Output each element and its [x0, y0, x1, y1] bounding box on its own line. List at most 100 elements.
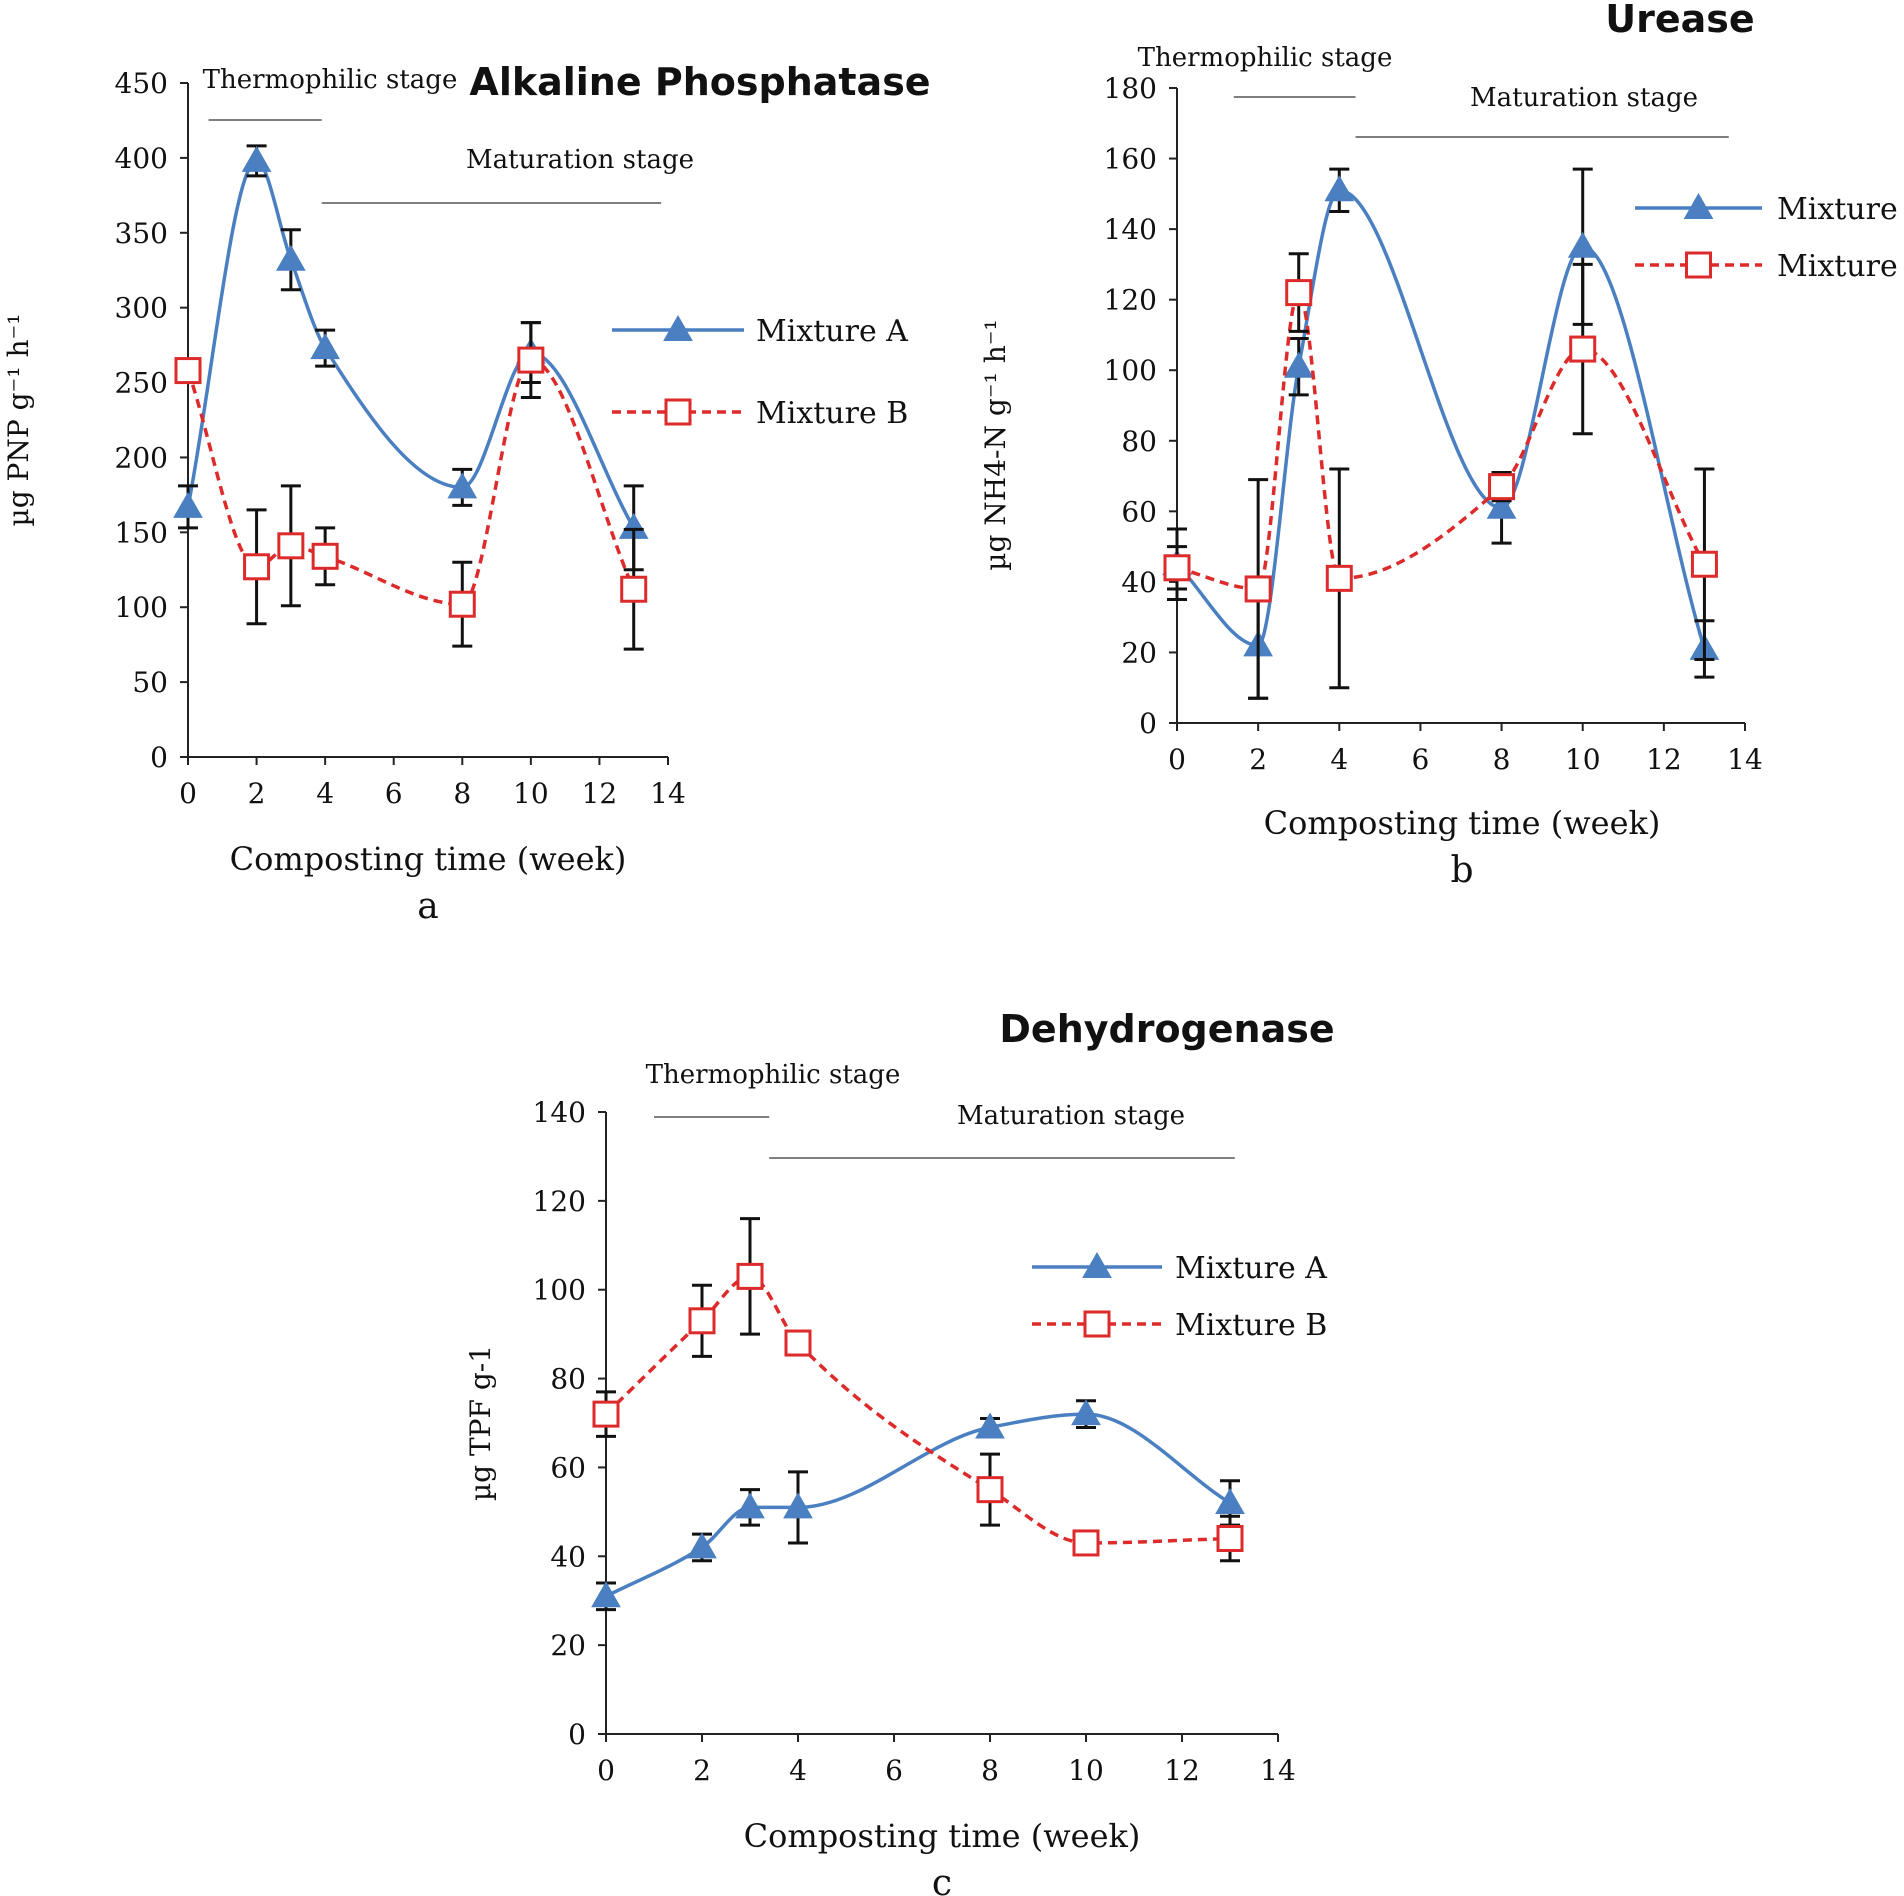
y-tick-label: 100: [533, 1274, 586, 1307]
data-point: [241, 145, 272, 172]
data-point: [275, 244, 306, 271]
chart-panel-c: 0 20 40 60 80 100 120 140 0 2 4 6 8 10 12 14 Dehydrogena…: [464, 1007, 1335, 1896]
series-mixture-a: [591, 1399, 1245, 1612]
data-point: [1567, 231, 1598, 258]
data-point: [592, 1400, 620, 1428]
series-mixture-a: [1162, 167, 1720, 700]
x-tick-label: 8: [1493, 743, 1511, 776]
stage-label: Thermophilic stage: [1138, 43, 1393, 73]
y-axis-label: µg TPF g-1: [464, 1345, 497, 1501]
y-tick-label: 60: [1121, 495, 1157, 528]
legend-label: Mixture B: [756, 396, 908, 431]
y-tick-label: 140: [1104, 213, 1157, 246]
series-mixture-b: [174, 321, 648, 651]
y-axis-label: µg NH4-N g⁻¹ h⁻¹: [979, 319, 1012, 570]
chart-title: Alkaline Phosphatase: [469, 60, 930, 104]
y-tick-label: 0: [568, 1718, 586, 1751]
data-point: [1285, 279, 1313, 307]
data-point: [783, 1492, 813, 1519]
chart-panel-b: 0 20 40 60 80 100 120 140 160 180 0 2 4 6 8 10 12 14 Ureas…: [979, 0, 1904, 891]
legend-label: Mixture A: [1175, 1251, 1327, 1286]
legend-marker: [664, 398, 692, 426]
legend-label: Mixture B: [1175, 1308, 1327, 1343]
panel-label: c: [932, 1863, 952, 1896]
x-tick-label: 0: [179, 777, 197, 810]
y-tick-label: 0: [1139, 707, 1157, 740]
data-point: [1216, 1525, 1244, 1553]
legend-label: Mixture A: [1777, 192, 1904, 227]
y-tick-label: 150: [115, 516, 168, 549]
data-point: [517, 346, 545, 374]
y-tick-label: 120: [1104, 284, 1157, 317]
legend-label: Mixture B: [1777, 249, 1904, 284]
y-tick-label: 160: [1104, 143, 1157, 176]
series-mixture-b: [1163, 252, 1718, 700]
x-axis-label: Composting time (week): [744, 1817, 1141, 1855]
x-tick-label: 12: [1646, 743, 1682, 776]
x-tick-label: 6: [1412, 743, 1430, 776]
y-tick-label: 40: [550, 1540, 586, 1573]
y-tick-label: 450: [115, 67, 168, 100]
x-tick-label: 8: [981, 1754, 999, 1787]
stage-label: Maturation stage: [466, 145, 694, 175]
x-tick-label: 0: [1168, 743, 1186, 776]
series-mixture-a: [173, 144, 649, 572]
data-point: [687, 1532, 717, 1559]
y-tick-label: 0: [150, 741, 168, 774]
stage-label: Thermophilic stage: [646, 1060, 901, 1090]
x-tick-label: 2: [693, 1754, 711, 1787]
chart-title: Urease: [1605, 0, 1754, 41]
stage-label: Maturation stage: [1470, 83, 1698, 113]
legend-marker: [1082, 1251, 1112, 1278]
x-tick-label: 12: [582, 777, 618, 810]
y-tick-label: 60: [550, 1451, 586, 1484]
data-point: [1071, 1399, 1101, 1426]
data-point: [243, 553, 271, 581]
series-line: [186, 159, 636, 529]
x-axis-label: Composting time (week): [230, 840, 627, 878]
data-point: [688, 1307, 716, 1335]
data-point: [173, 491, 203, 518]
series-line: [186, 358, 636, 606]
legend-marker: [1685, 251, 1712, 279]
data-point: [1324, 175, 1355, 202]
y-tick-label: 80: [550, 1363, 586, 1396]
y-tick-label: 20: [1121, 636, 1157, 669]
x-tick-label: 12: [1164, 1754, 1200, 1787]
x-tick-label: 4: [789, 1754, 807, 1787]
data-point: [1163, 554, 1191, 582]
legend-label: Mixture A: [756, 314, 908, 349]
y-tick-label: 20: [550, 1629, 586, 1662]
series-mixture-b: [592, 1217, 1244, 1563]
y-tick-label: 300: [115, 292, 168, 325]
data-point: [976, 1476, 1004, 1504]
data-point: [277, 532, 305, 560]
data-point: [1690, 550, 1718, 578]
data-point: [1488, 473, 1516, 501]
y-tick-label: 140: [533, 1096, 586, 1129]
chart-panel-a: 0 50 100 150 200 250 300 350 400 450 0 2 4 6 8 10 12 14 Al…: [2, 60, 931, 927]
data-point: [736, 1262, 764, 1290]
data-point: [1569, 335, 1597, 363]
legend-marker: [1683, 192, 1714, 219]
x-tick-label: 2: [1249, 743, 1267, 776]
panel-label: b: [1450, 850, 1473, 891]
stage-label: Maturation stage: [957, 1101, 1185, 1131]
data-point: [311, 542, 339, 570]
y-tick-label: 120: [533, 1185, 586, 1218]
x-tick-label: 10: [1565, 743, 1601, 776]
x-tick-label: 6: [385, 777, 403, 810]
y-tick-label: 200: [115, 441, 168, 474]
y-tick-label: 180: [1104, 72, 1157, 105]
y-axis-label: µg PNP g⁻¹ h⁻¹: [2, 314, 35, 527]
data-point: [1283, 351, 1314, 378]
data-point: [591, 1581, 621, 1608]
x-tick-label: 8: [453, 777, 471, 810]
data-point: [1072, 1529, 1100, 1557]
data-point: [174, 357, 202, 385]
chart-title: Dehydrogenase: [999, 1007, 1334, 1051]
y-tick-label: 80: [1121, 425, 1157, 458]
x-tick-label: 0: [597, 1754, 615, 1787]
series-line: [1175, 188, 1707, 650]
